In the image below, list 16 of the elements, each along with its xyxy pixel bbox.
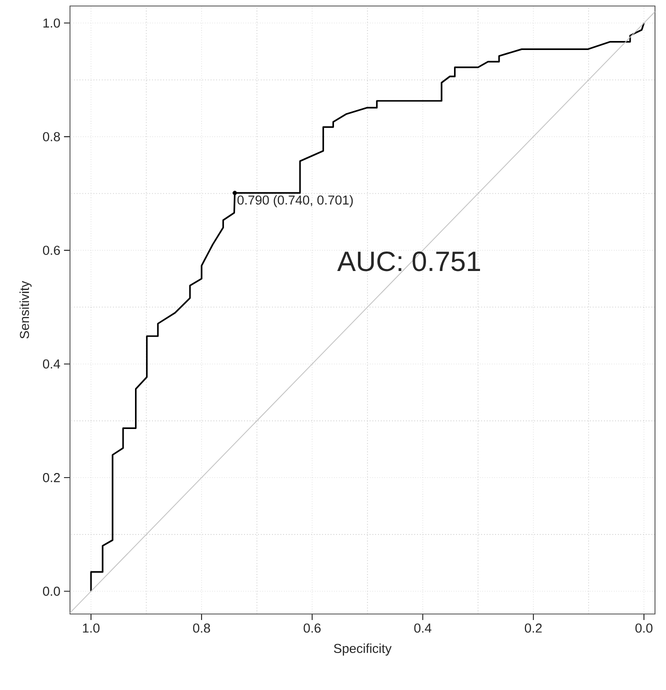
y-tick-label: 0.4 — [42, 359, 60, 369]
x-tick-label: 0.2 — [524, 624, 542, 633]
x-tick-label: 1.0 — [82, 624, 100, 633]
x-tick-label: 0.4 — [414, 624, 432, 633]
y-tick-label: 0.8 — [42, 132, 60, 142]
y-tick-label: 0.6 — [42, 246, 60, 255]
y-tick-label: 1.0 — [43, 18, 60, 28]
x-tick-label: 0.0 — [635, 624, 652, 633]
y-axis-title: Sensitivity — [20, 280, 32, 339]
x-tick-label: 0.6 — [304, 624, 321, 633]
y-tick-label: 0.0 — [42, 586, 60, 596]
x-tick-label: 0.8 — [193, 624, 210, 633]
x-axis-title: Specificity — [334, 644, 392, 656]
annotation: 0.790 (0.740, 0.701) — [237, 195, 353, 208]
y-tick-label: 0.2 — [42, 473, 60, 482]
annotation: AUC: 0.751 — [337, 251, 480, 272]
